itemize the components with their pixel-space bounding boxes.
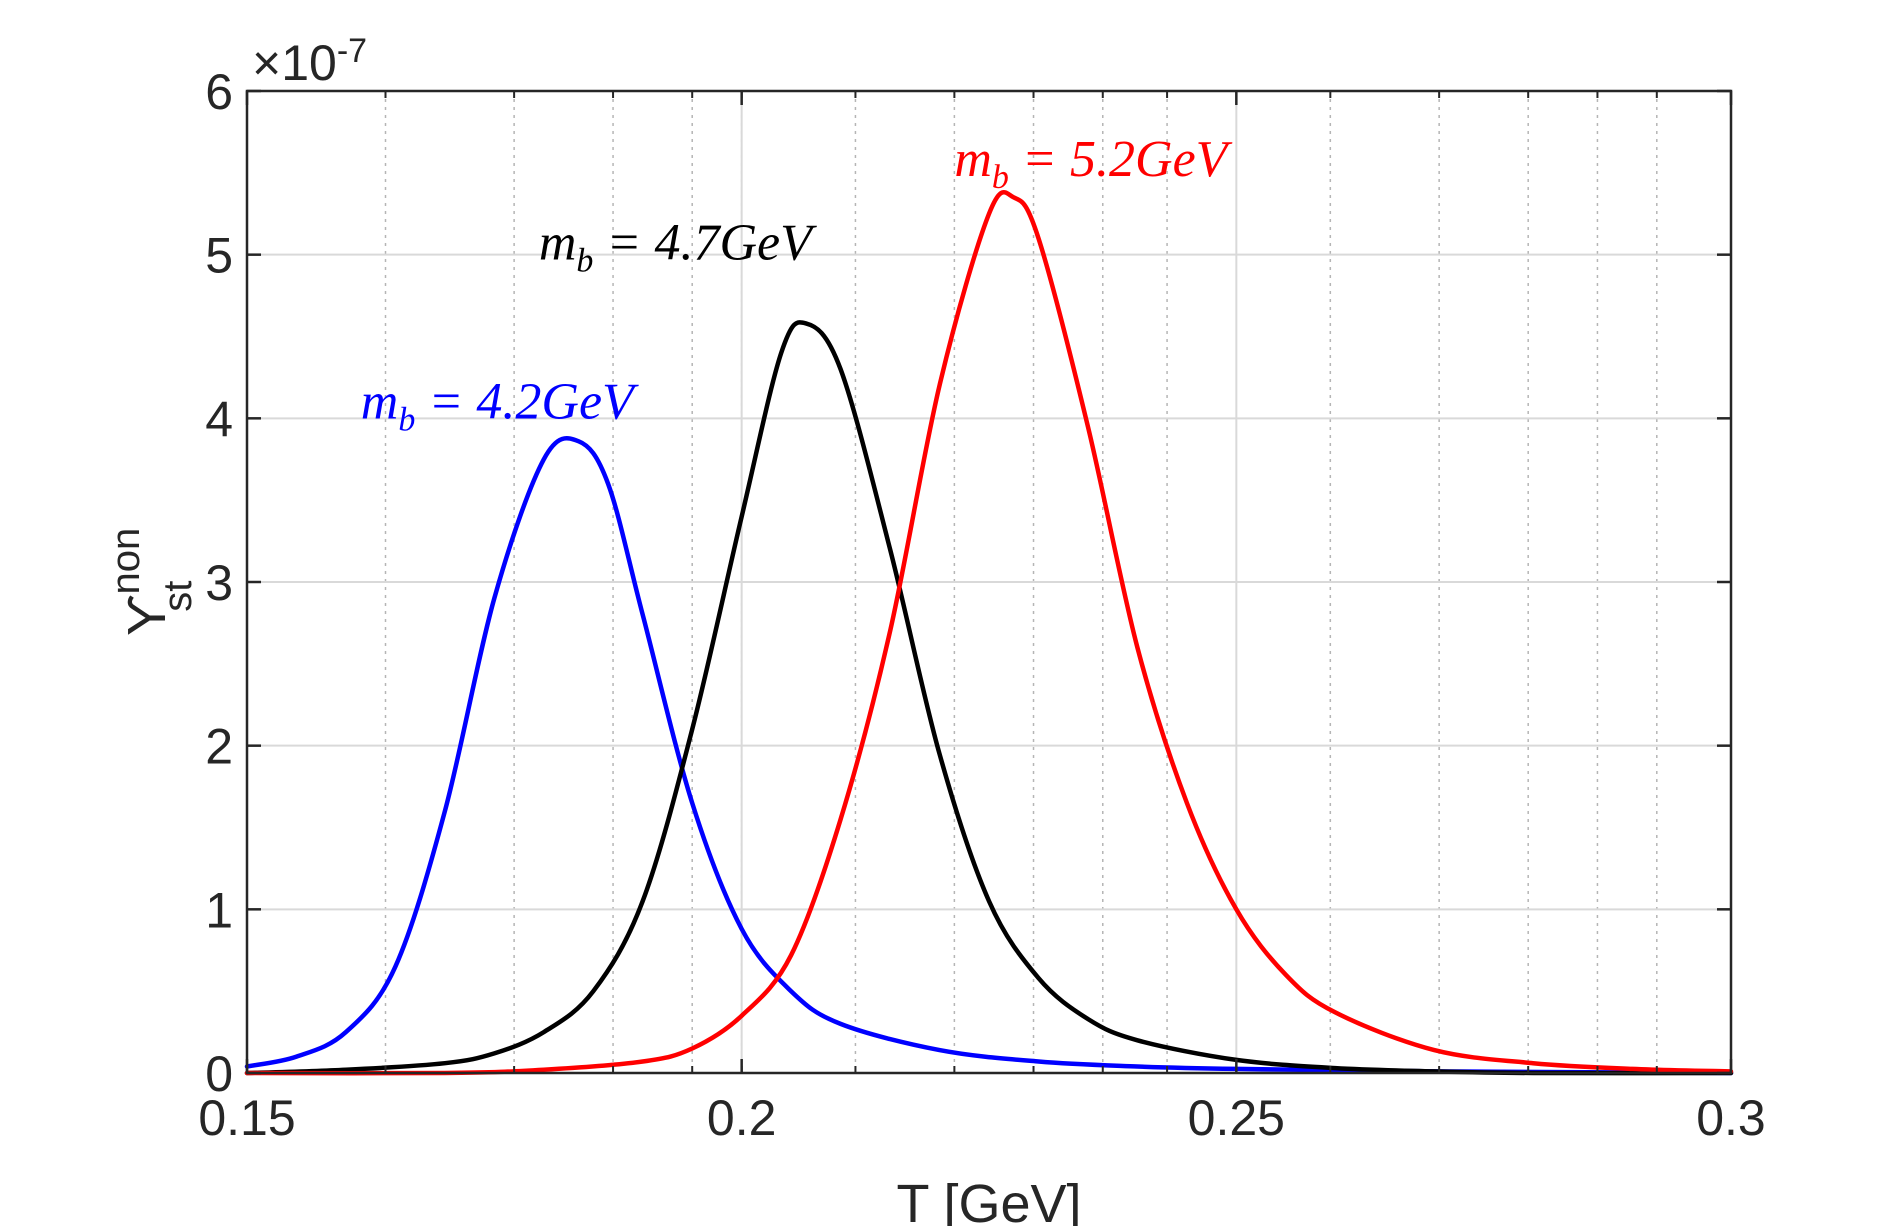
x-tick-labels: 0.15 0.2 0.25 0.3	[198, 1090, 1765, 1146]
x-tick-label-1: 0.2	[707, 1090, 777, 1146]
annotation-m-b-4-7gev: mb = 4.7GeV	[539, 215, 817, 280]
annotation-m-b-5-2gev: mb = 5.2GeV	[954, 131, 1232, 196]
y-axis-label-sub: st	[156, 581, 200, 612]
ticks	[245, 89, 1733, 1075]
x-axis-label: T [GeV]	[896, 1174, 1081, 1226]
series-line-m-b-4-7gev	[244, 320, 1734, 1076]
y-tick-label-5: 5	[205, 228, 233, 284]
y-tick-label-4: 4	[205, 391, 233, 447]
y-axis-label: ϒnonst	[104, 528, 200, 636]
y-multiplier: ×10-7	[252, 32, 367, 91]
y-multiplier-base: ×10	[252, 35, 337, 91]
y-tick-labels: 0 1 2 3 4 5 6	[205, 64, 233, 1102]
y-axis-label-sup: non	[104, 528, 148, 595]
y-tick-label-1: 1	[205, 882, 233, 938]
x-tick-label-0: 0.15	[198, 1090, 295, 1146]
series-layer	[244, 190, 1734, 1076]
y-tick-label-0: 0	[205, 1046, 233, 1102]
y-axis-label-main: ϒ	[117, 595, 177, 637]
x-tick-label-3: 0.3	[1696, 1090, 1766, 1146]
x-tick-label-2: 0.25	[1188, 1090, 1285, 1146]
y-tick-label-3: 3	[205, 555, 233, 611]
y-tick-label-6: 6	[205, 64, 233, 120]
series-line-m-b-5-2gev	[244, 190, 1734, 1076]
annotation-m-b-4-2gev: mb = 4.2GeV	[361, 373, 639, 438]
y-tick-label-2: 2	[205, 719, 233, 775]
annotations: mb = 4.2GeV mb = 4.7GeV mb = 5.2GeV	[361, 131, 1233, 438]
y-multiplier-exp: -7	[337, 32, 367, 70]
